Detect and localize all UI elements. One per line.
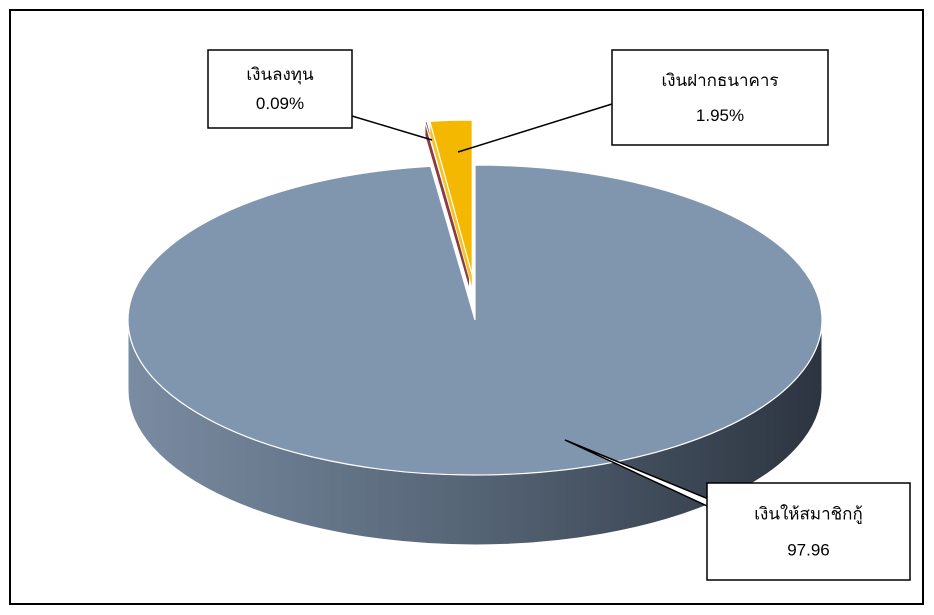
slice-value: 1.95% xyxy=(696,106,744,125)
slice-value: 97.96 xyxy=(787,540,830,559)
leader-line xyxy=(564,439,741,513)
callout-box xyxy=(207,49,353,129)
pie-slice xyxy=(429,119,473,276)
pie-slice xyxy=(127,164,823,476)
slice-label: เงินลงทุน xyxy=(246,65,314,85)
slice-value: 0.09% xyxy=(256,94,304,113)
slice-label: เงินฝากธนาคาร xyxy=(661,71,778,90)
leader-line xyxy=(457,103,613,153)
leader-line xyxy=(351,115,433,141)
callout-box xyxy=(611,49,829,146)
callout-box xyxy=(706,482,911,581)
slice-label: เงินให้สมาชิกกู้ xyxy=(754,503,863,524)
